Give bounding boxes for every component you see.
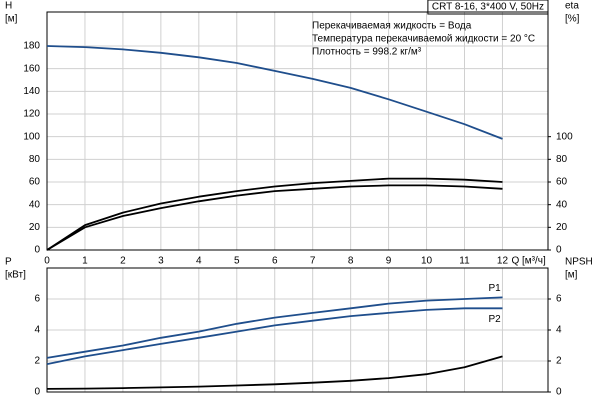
y2-axis-label: NPSH (565, 257, 593, 268)
annotation: Перекачиваемая жидкость = Вода (312, 21, 472, 32)
x-tick-label: 9 (386, 256, 392, 267)
series-label: P2 (488, 314, 501, 325)
y-axis-label: [кВт] (5, 270, 26, 281)
y2-tick-label: 100 (556, 131, 573, 142)
curve (46, 177, 503, 251)
y2-tick-label: 40 (556, 199, 568, 210)
y2-tick-label: 6 (556, 294, 562, 305)
y2-tick-label: 2 (556, 356, 562, 367)
x-tick-label: 8 (348, 256, 354, 267)
x-tick-label: 7 (310, 256, 316, 267)
plot-frame (46, 267, 549, 393)
y-tick-label: 180 (23, 41, 40, 52)
annotation: Плотность = 998.2 кг/м³ (312, 47, 422, 58)
x-tick-label: 5 (234, 256, 240, 267)
x-tick-label: 12 (497, 256, 509, 267)
y2-tick-label: 0 (556, 245, 562, 256)
annotation: Температура перекачиваемой жидкости = 20… (312, 34, 535, 45)
y2-tick-label: 4 (556, 325, 562, 336)
plot-frame (46, 11, 549, 251)
x-tick-label: 10 (421, 256, 433, 267)
y-axis-label: H (5, 1, 12, 12)
series-label: P1 (488, 283, 501, 294)
chart-title: CRT 8-16, 3*400 V, 50Hz (432, 2, 544, 13)
x-tick-label: 6 (272, 256, 278, 267)
curve (46, 296, 503, 359)
y2-tick-label: 0 (556, 387, 562, 398)
y2-axis-label: [%] (565, 14, 580, 25)
y-tick-label: 80 (29, 154, 41, 165)
y-axis-label: [м] (5, 14, 18, 25)
y2-axis-label: [м] (565, 270, 578, 281)
y-tick-label: 120 (23, 109, 40, 120)
curve (46, 45, 503, 140)
y-tick-label: 60 (29, 177, 41, 188)
x-tick-label: 2 (120, 256, 126, 267)
x-tick-label: 0 (44, 256, 50, 267)
curve (46, 307, 503, 365)
y-tick-label: 4 (34, 325, 40, 336)
x-tick-label: 4 (196, 256, 202, 267)
curve (46, 184, 503, 251)
y2-axis-label: eta (565, 1, 579, 12)
y2-tick-label: 60 (556, 177, 568, 188)
y-tick-label: 0 (34, 387, 40, 398)
y-axis-label: P (5, 257, 12, 268)
x-axis-label: Q [м³/ч] (511, 256, 546, 267)
y2-tick-label: 80 (556, 154, 568, 165)
y-tick-label: 2 (34, 356, 40, 367)
y-tick-label: 40 (29, 199, 41, 210)
curve (46, 355, 503, 390)
y-tick-label: 20 (29, 222, 41, 233)
y-tick-label: 160 (23, 63, 40, 74)
y-tick-label: 140 (23, 86, 40, 97)
y-tick-label: 100 (23, 131, 40, 142)
y-tick-label: 6 (34, 294, 40, 305)
y2-tick-label: 20 (556, 222, 568, 233)
y-tick-label: 0 (34, 245, 40, 256)
x-tick-label: 3 (158, 256, 164, 267)
x-tick-label: 11 (459, 256, 470, 267)
x-tick-label: 1 (82, 256, 88, 267)
title-box (427, 0, 549, 15)
